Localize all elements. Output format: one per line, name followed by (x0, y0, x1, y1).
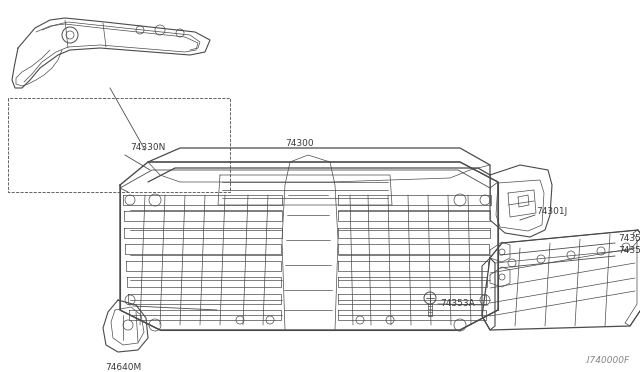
Text: 74330N: 74330N (130, 144, 165, 153)
Text: 74640M: 74640M (105, 362, 141, 372)
Text: .I740000F: .I740000F (585, 356, 630, 365)
Text: 74352(RH): 74352(RH) (618, 234, 640, 243)
Text: 74353A: 74353A (440, 298, 475, 308)
Text: 74301J: 74301J (536, 208, 567, 217)
Text: 74300: 74300 (285, 138, 314, 148)
Text: 74353(LH): 74353(LH) (618, 246, 640, 254)
